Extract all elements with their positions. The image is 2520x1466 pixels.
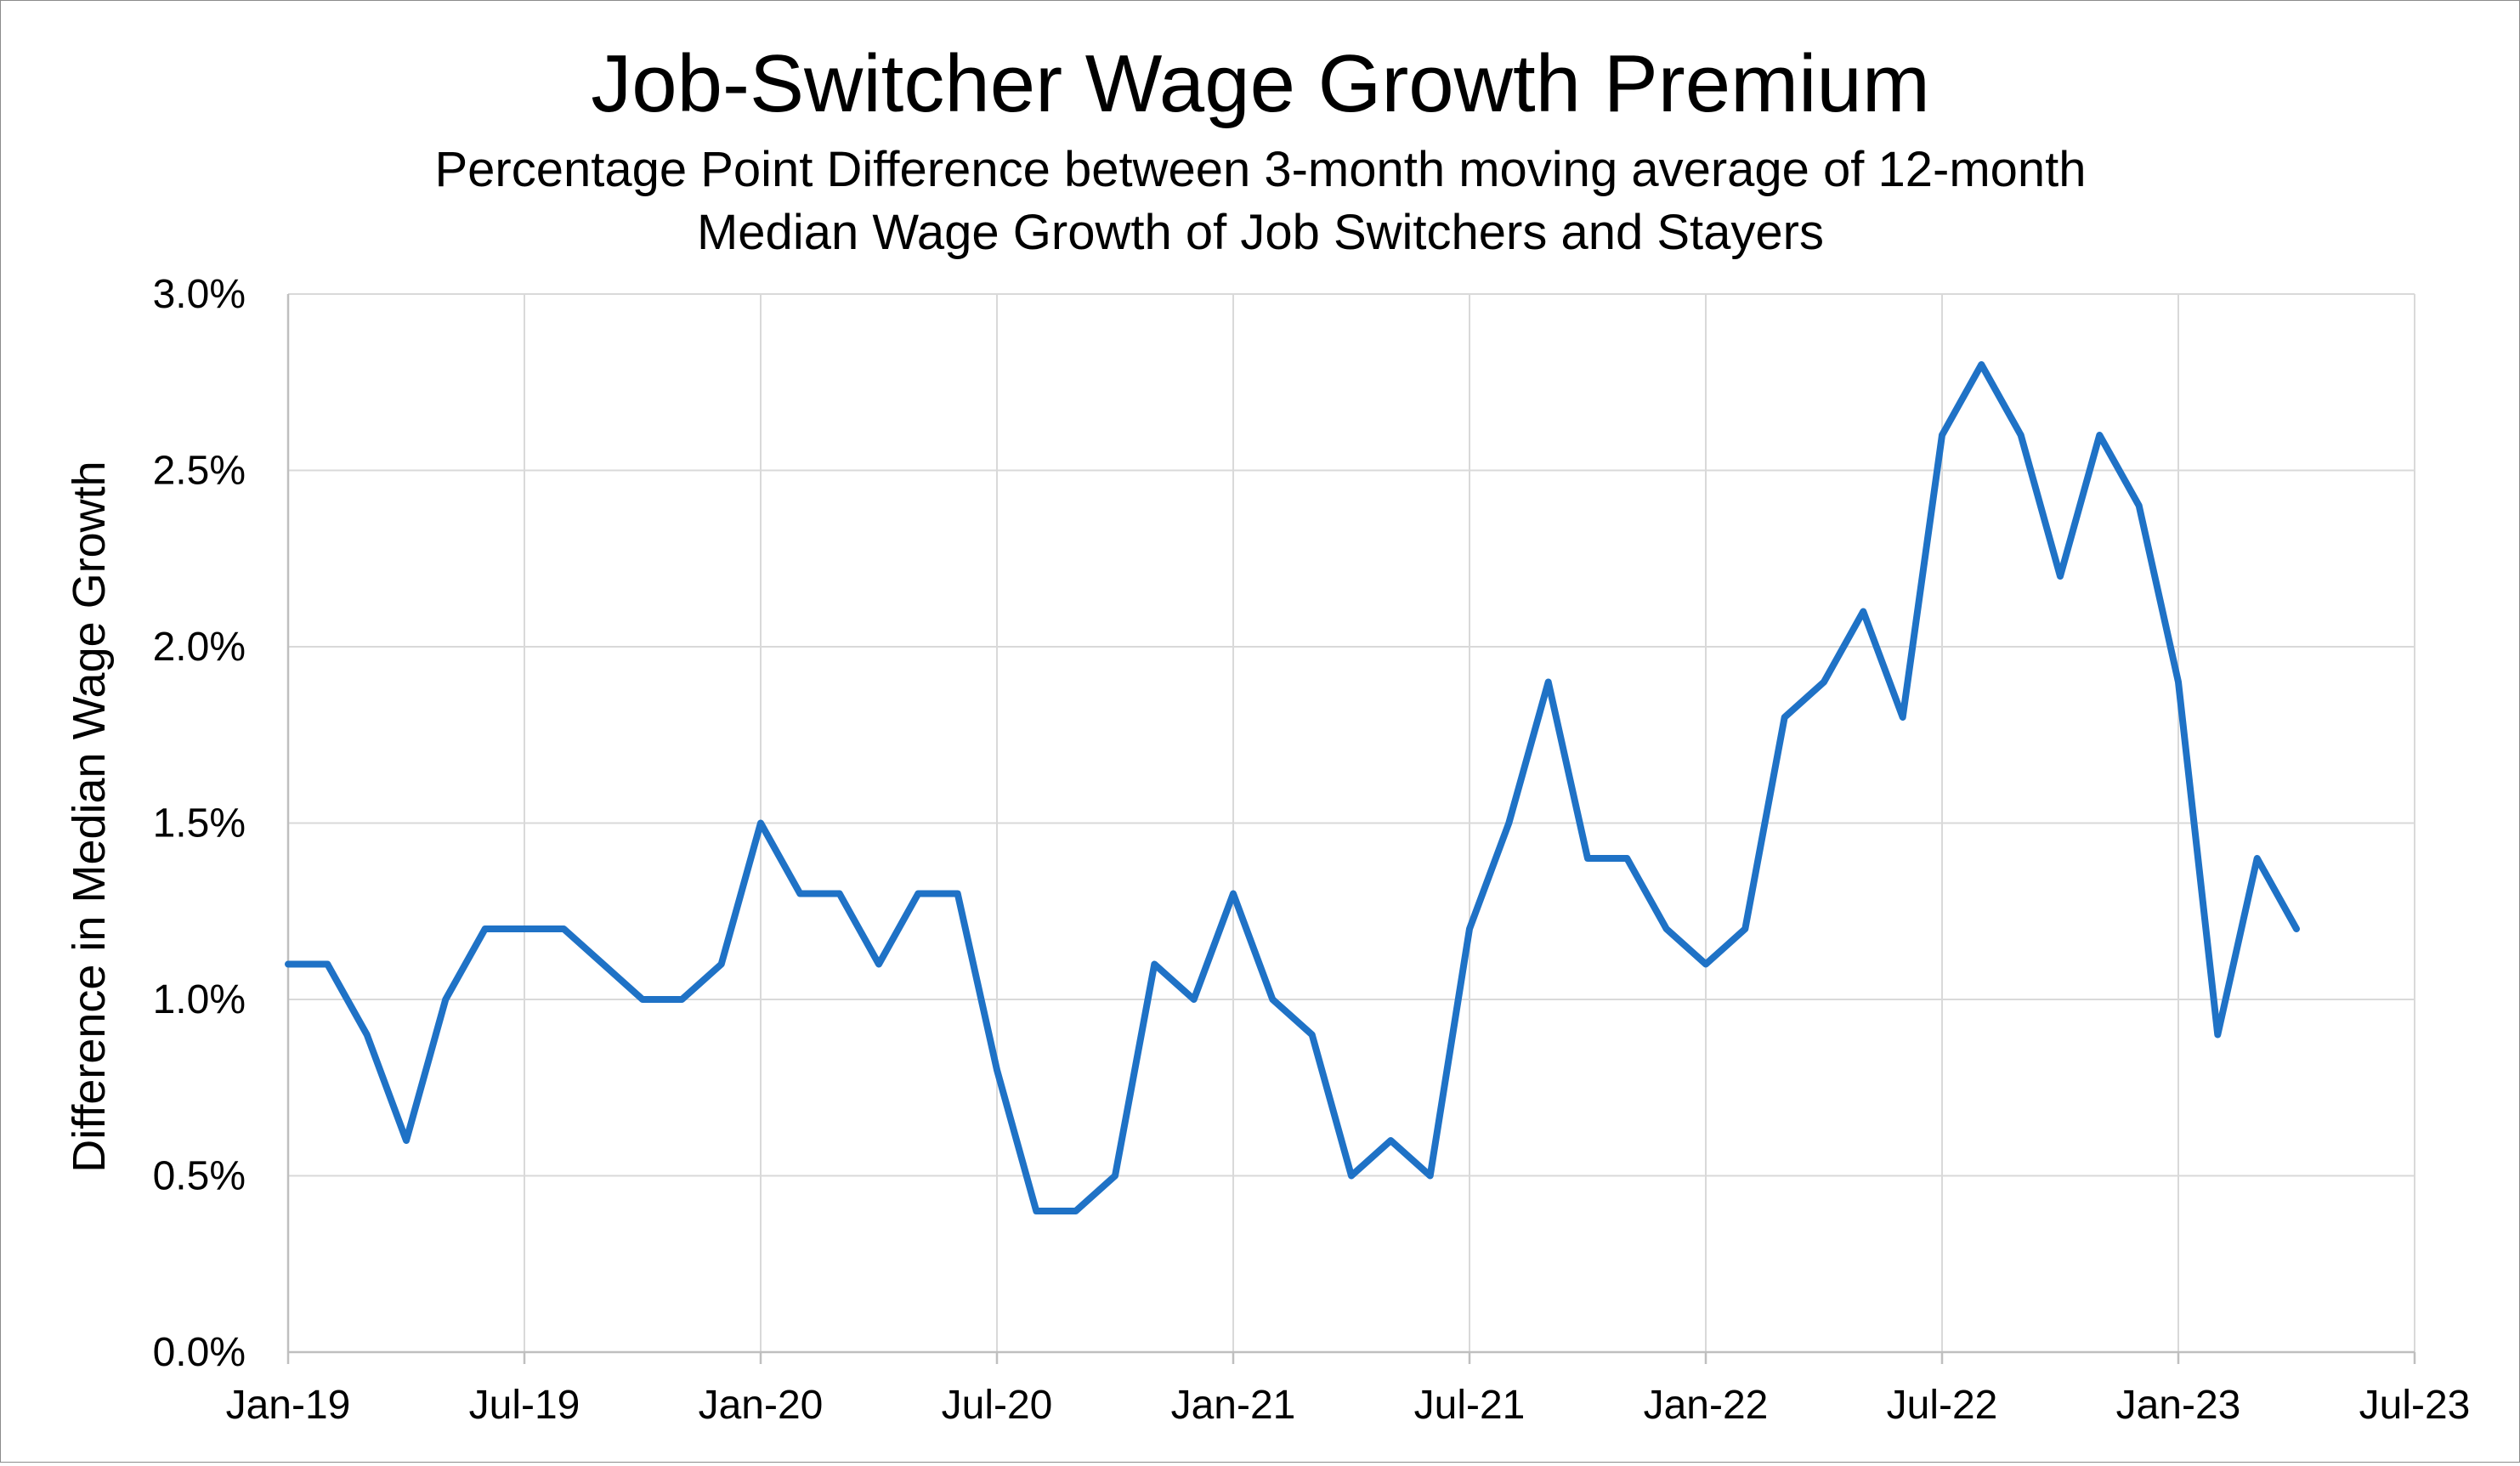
y-axis-label: Difference in Median Wage Growth bbox=[64, 461, 115, 1172]
gridlines bbox=[288, 293, 2415, 1352]
y-tick-label: 0.0% bbox=[153, 1330, 246, 1375]
y-tick-label: 1.5% bbox=[153, 801, 246, 846]
x-tick-label: Jul-23 bbox=[2359, 1383, 2471, 1428]
axes bbox=[286, 294, 2416, 1364]
y-tick-label: 1.0% bbox=[153, 977, 246, 1022]
x-tick-label: Jul-20 bbox=[942, 1383, 1053, 1428]
chart-subtitle-line-1: Percentage Point Difference between 3-mo… bbox=[434, 142, 2086, 197]
chart-title: Job-Switcher Wage Growth Premium bbox=[591, 38, 1930, 129]
x-tick-label: Jan-21 bbox=[1171, 1383, 1296, 1428]
tick-labels: 0.0% 0.5% 1.0% 1.5% 2.0% 2.5% 3.0% Jan-19 Jul-19… bbox=[153, 272, 2471, 1428]
x-tick-label: Jan-20 bbox=[699, 1383, 824, 1428]
y-tick-label: 2.5% bbox=[153, 449, 246, 494]
x-tick-label: Jul-21 bbox=[1414, 1383, 1526, 1428]
x-tick-label: Jul-19 bbox=[469, 1383, 580, 1428]
data-series bbox=[285, 361, 2300, 1214]
series-line bbox=[285, 361, 2300, 1214]
x-tick-label: Jul-22 bbox=[1887, 1383, 1998, 1428]
y-tick-label: 3.0% bbox=[153, 272, 246, 317]
y-tick-label: 2.0% bbox=[153, 625, 246, 670]
x-tick-label: Jan-23 bbox=[2116, 1383, 2241, 1428]
x-tick-label: Jan-22 bbox=[1644, 1383, 1769, 1428]
y-tick-label: 0.5% bbox=[153, 1154, 246, 1199]
chart-subtitle-line-2: Median Wage Growth of Job Switchers and … bbox=[697, 205, 1824, 260]
x-tick-label: Jan-19 bbox=[226, 1383, 351, 1428]
